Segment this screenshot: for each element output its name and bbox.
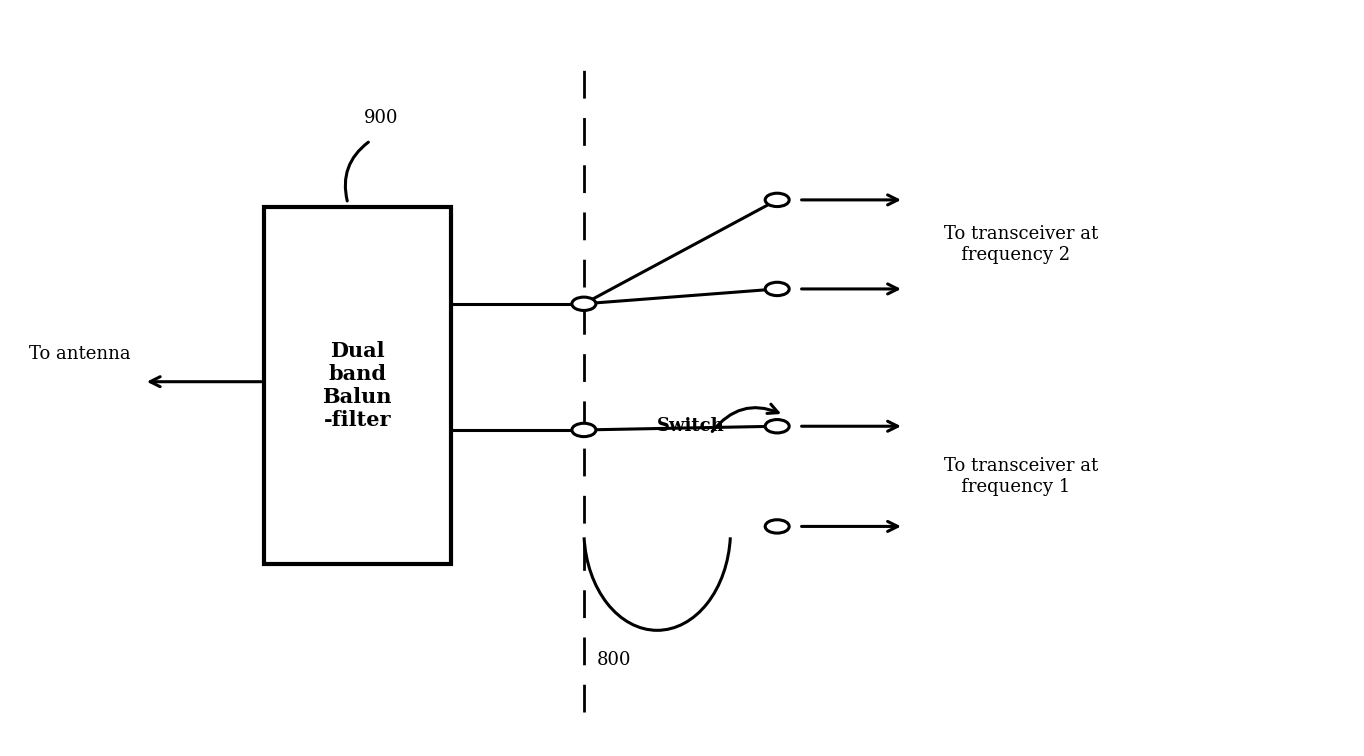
Circle shape	[572, 423, 596, 437]
Circle shape	[765, 420, 790, 433]
Text: To transceiver at
   frequency 1: To transceiver at frequency 1	[944, 457, 1098, 496]
Bar	[265, 207, 450, 563]
Circle shape	[765, 519, 790, 533]
Text: To antenna: To antenna	[29, 345, 131, 363]
Text: To transceiver at
   frequency 2: To transceiver at frequency 2	[944, 225, 1098, 264]
Text: 900: 900	[364, 110, 398, 127]
Circle shape	[572, 297, 596, 311]
Circle shape	[765, 194, 790, 206]
Text: Dual
band
Balun
-filter: Dual band Balun -filter	[322, 341, 391, 430]
Circle shape	[765, 282, 790, 296]
Text: Switch: Switch	[657, 417, 724, 435]
Text: 800: 800	[597, 651, 632, 669]
